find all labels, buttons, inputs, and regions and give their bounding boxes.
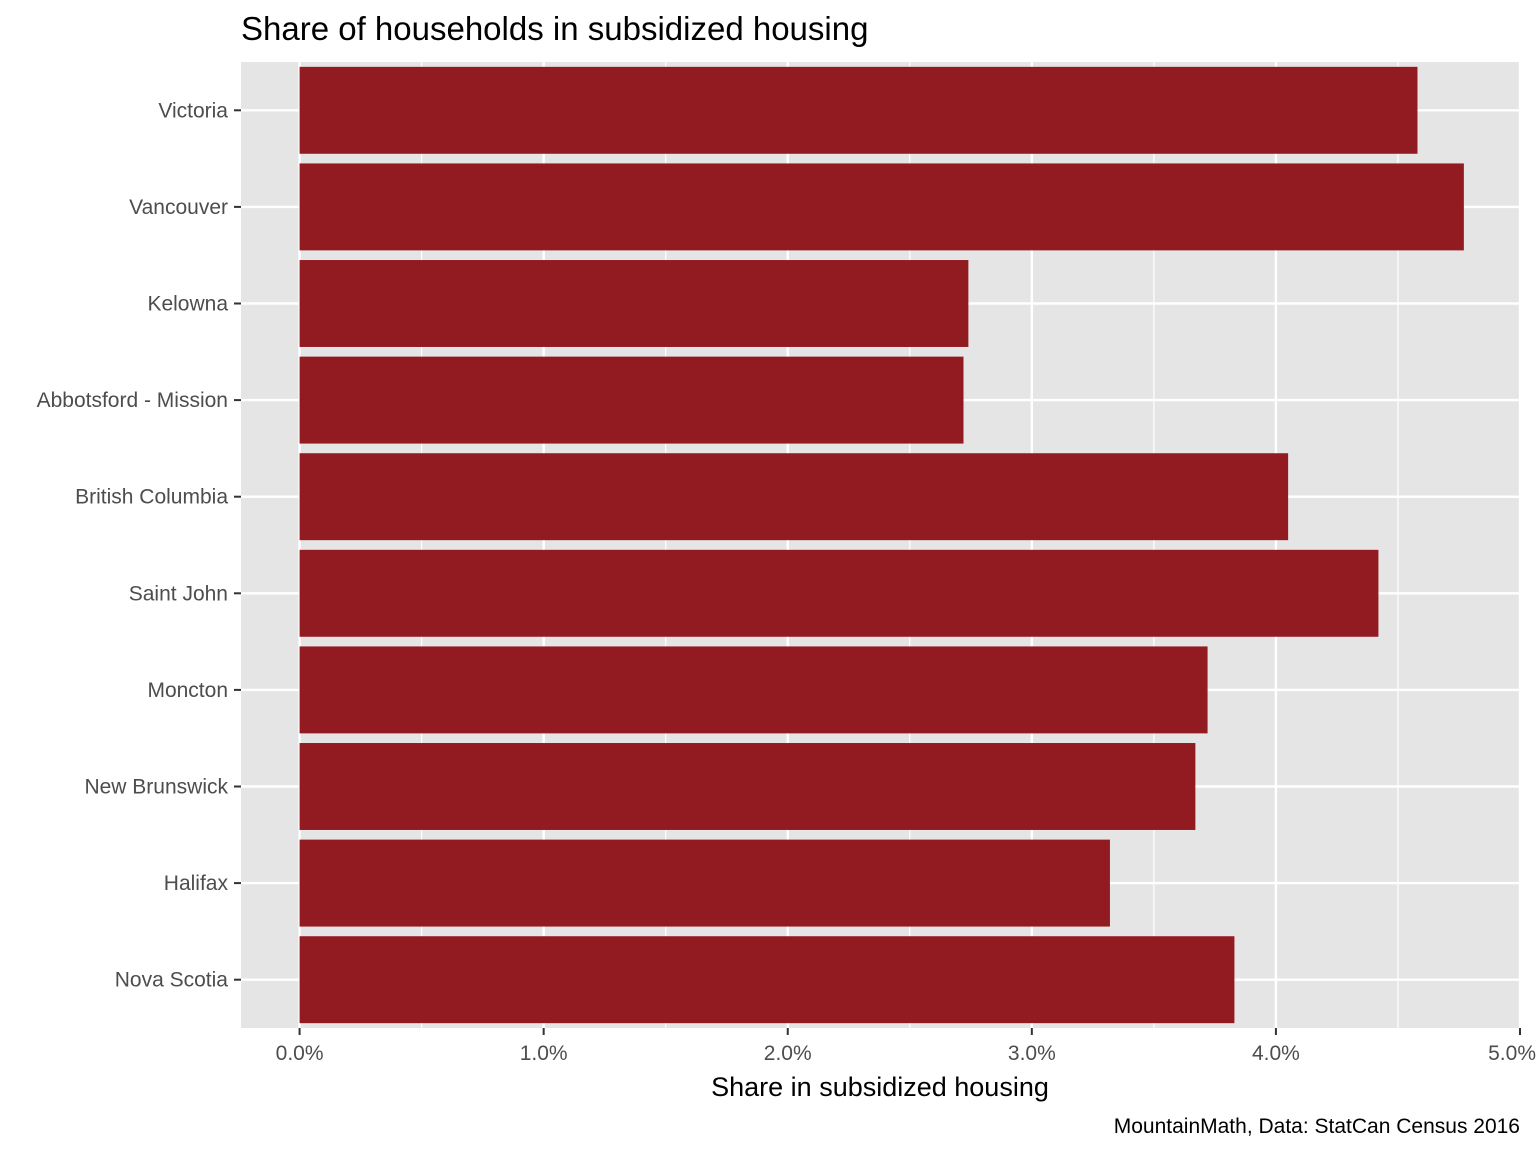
y-tick-label: Vancouver	[129, 196, 228, 219]
bar	[299, 356, 964, 444]
x-tick-label: 4.0%	[1252, 1042, 1300, 1065]
chart-caption: MountainMath, Data: StatCan Census 2016	[1114, 1115, 1520, 1138]
bar	[299, 163, 1464, 251]
bar	[299, 646, 1208, 734]
y-tick-label: Moncton	[147, 679, 228, 702]
x-tick-label: 3.0%	[1008, 1042, 1056, 1065]
y-tick-label: Halifax	[164, 872, 229, 895]
x-axis: 0.0% 1.0% 2.0% 3.0% 4.0% 5.0%	[276, 1028, 1536, 1065]
x-tick-label: 5.0%	[1488, 1042, 1536, 1065]
bar	[299, 549, 1379, 637]
bar	[299, 936, 1235, 1024]
y-tick-label: Victoria	[158, 99, 228, 122]
y-tick-label: Saint John	[129, 582, 228, 605]
bar	[299, 453, 1289, 541]
y-tick-label: Nova Scotia	[115, 969, 229, 992]
x-axis-label: Share in subsidized housing	[711, 1072, 1049, 1102]
y-tick-label: Kelowna	[147, 293, 228, 316]
bars	[299, 66, 1464, 1024]
bar	[299, 839, 1110, 927]
y-tick-label: Abbotsford - Mission	[37, 389, 228, 412]
x-tick-label: 1.0%	[520, 1042, 568, 1065]
x-tick-label: 2.0%	[764, 1042, 812, 1065]
bar	[299, 743, 1196, 830]
y-axis: Victoria Vancouver Kelowna Abbotsford - Mis…	[37, 99, 241, 992]
bar	[299, 66, 1418, 154]
bar	[299, 260, 969, 347]
chart-title: Share of households in subsidized housin…	[241, 10, 868, 47]
y-tick-label: New Brunswick	[84, 776, 228, 799]
y-tick-label: British Columbia	[75, 486, 228, 509]
x-tick-label: 0.0%	[276, 1042, 324, 1065]
